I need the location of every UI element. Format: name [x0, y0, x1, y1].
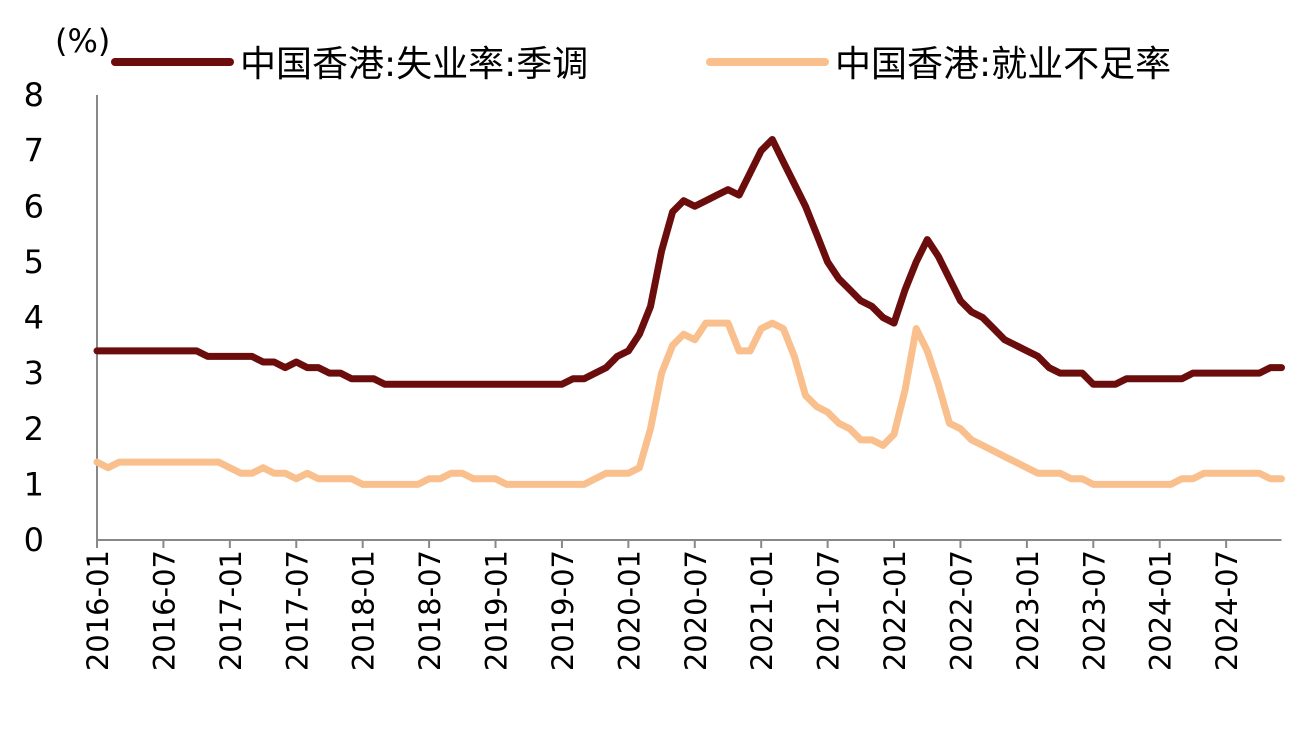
y-tick-label: 0	[24, 521, 44, 559]
x-tick-label: 2020-07	[679, 550, 713, 671]
legend-label: 中国香港:失业率:季调	[240, 44, 588, 85]
y-tick-label: 3	[24, 354, 44, 392]
y-tick-label: 2	[24, 410, 44, 448]
series-line	[93, 319, 1285, 488]
x-tick-label: 2016-01	[81, 550, 115, 671]
x-tick-label: 2021-01	[745, 550, 779, 671]
x-tick-label: 2022-01	[878, 550, 912, 671]
y-tick-label: 8	[24, 76, 44, 114]
x-tick-label: 2020-01	[612, 550, 646, 671]
x-tick-label: 2019-07	[546, 550, 580, 671]
x-tick-label: 2023-01	[1011, 550, 1045, 671]
x-tick-label: 2021-07	[812, 550, 846, 671]
y-tick-label: 4	[24, 299, 44, 337]
x-tick-label: 2018-01	[347, 550, 381, 671]
y-tick-label: 1	[24, 465, 44, 503]
x-tick-label: 2017-01	[214, 550, 248, 671]
x-tick-label: 2024-01	[1144, 550, 1178, 671]
x-tick-label: 2023-07	[1077, 550, 1111, 671]
x-tick-label: 2017-07	[280, 550, 314, 671]
y-tick-label: 5	[24, 243, 44, 281]
x-tick-label: 2016-07	[147, 550, 181, 671]
x-tick-label: 2022-07	[944, 550, 978, 671]
x-tick-label: 2024-07	[1210, 550, 1244, 671]
x-tick-label: 2019-01	[480, 550, 514, 671]
x-tick-label: 2018-07	[413, 550, 447, 671]
y-tick-label: 6	[24, 187, 44, 225]
y-unit-label: (%)	[55, 22, 110, 60]
y-tick-label: 7	[24, 132, 44, 170]
legend-label: 中国香港:就业不足率	[835, 44, 1171, 85]
series-line	[93, 136, 1285, 388]
